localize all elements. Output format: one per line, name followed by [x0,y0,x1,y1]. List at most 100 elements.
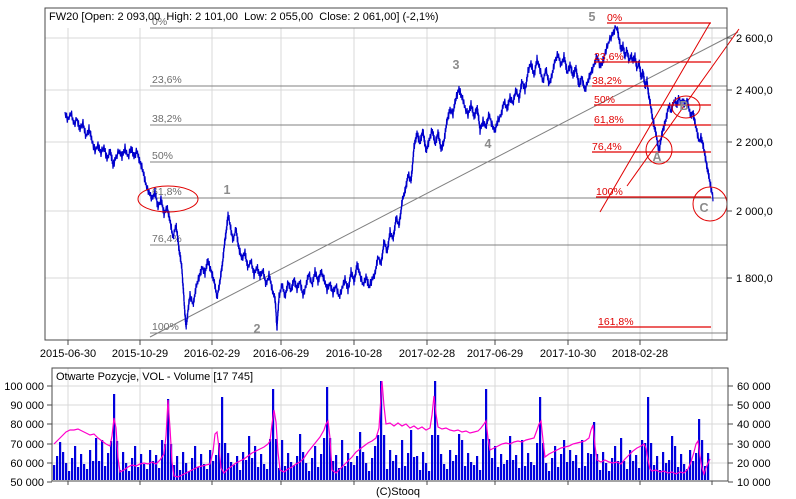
volume-bar [359,432,362,480]
volume-bar [509,436,512,480]
volume-bar [338,468,341,480]
volume-bar [62,452,65,480]
main-chart-title: FW20 [Open: 2 093,00 High: 2 101,00 Low:… [49,11,439,23]
volume-bar [335,455,338,480]
volume-bar [596,454,599,480]
volume-bar [572,461,575,480]
volume-bar [380,381,383,480]
fib-level-label-red: 61,8% [594,114,624,126]
volume-bar [98,461,101,480]
volume-bar [464,466,467,480]
volume-bar [593,422,596,480]
volume-bar [386,469,389,480]
volume-bar [155,455,158,480]
volume-bar [566,462,569,480]
volume-bar [116,441,119,480]
volume-bar [242,452,245,480]
volume-bar [362,452,365,480]
open-interest-line [53,380,711,478]
volume-bar [101,440,104,480]
volume-bar [584,466,587,480]
fib-level-label-red: 76,4% [592,141,622,153]
volume-bar [542,443,545,480]
volume-bar [80,454,83,480]
fib-level-label-gray: 100% [152,321,179,333]
stooq-copyright: (C)Stooq [375,486,421,498]
volume-bar [212,461,215,480]
volume-bar [179,470,182,480]
volume-bar [557,467,560,480]
volume-bar [296,456,299,480]
y-axis-label-left: 100 000 [4,381,44,393]
volume-bar [140,454,143,480]
volume-bar [485,389,488,480]
fib-level-label-red: 23,6% [594,51,624,63]
volume-bar [521,440,524,480]
volume-bar [284,466,287,480]
fib-level-label-red: 38,2% [592,75,622,87]
volume-bar [641,440,644,480]
volume-bar [236,456,239,480]
volume-bar [419,470,422,480]
volume-bar [638,468,641,480]
y-axis-label-right: 1 800,0 [736,273,773,285]
annotation-ellipse [137,185,199,213]
volume-bar [506,460,509,480]
x-axis-label: 2018-02-28 [612,348,668,360]
volume-bar [221,397,224,480]
volume-bar [257,467,260,480]
volume-bar [287,453,290,480]
volume-bar [341,440,344,480]
fib-level-label-red: 0% [607,12,622,24]
volume-bar [68,471,71,480]
volume-bar [416,456,419,480]
volume-bar [350,462,353,480]
volume-bar [527,453,530,480]
volume-bar [569,450,572,480]
y-axis-label-right: 30 000 [737,439,771,451]
main-panel-frame [44,7,728,341]
volume-bar [77,467,80,480]
volume-bar [239,470,242,480]
volume-bar [536,443,539,480]
volume-bar [371,458,374,480]
volume-bar [428,471,431,480]
volume-bar [662,452,665,480]
x-axis-label: 2017-06-29 [467,348,523,360]
volume-bar [431,435,434,480]
volume-bar [365,463,368,480]
volume-bar [512,460,515,480]
volume-bar [323,438,326,480]
volume-bar [206,469,209,480]
volume-bar [437,435,440,480]
volume-bar [92,461,95,480]
x-axis-label: 2015-06-30 [40,348,96,360]
volume-bar [449,450,452,480]
elliott-wave-annotations: 1 2 3 4 5 A B C [137,10,728,336]
volume-bar [404,466,407,480]
wave-label: 2 [254,322,261,336]
volume-bar [551,458,554,480]
fib-level-label-gray: 38,2% [152,113,182,125]
y-axis-label-left: 60 000 [10,458,44,470]
volume-bar [197,467,200,480]
wave-label: 4 [485,137,492,151]
volume-bar [170,444,173,480]
volume-bar [329,438,332,480]
volume-bar [254,446,257,480]
volume-bar [137,467,140,480]
volume-bar [248,436,251,480]
volume-bar [134,446,137,480]
volume-bar [110,441,113,480]
fib-level-label-red: 100% [596,186,623,198]
volume-bar [701,440,704,480]
trendline-gray [149,31,739,338]
volume-bar [299,434,302,480]
panel-frames-and-axes: 2 600,0 2 400,0 2 200,0 2 000,0 1 800,0 2015-… [4,7,773,489]
volume-bar [422,452,425,480]
volume-bar [452,461,455,480]
volume-panel-title: Otwarte Pozycje, VOL - Volume [17 745] [56,371,254,383]
channel-line-red [626,28,740,187]
annotation-ellipse [692,186,728,222]
volume-bar [356,456,359,480]
